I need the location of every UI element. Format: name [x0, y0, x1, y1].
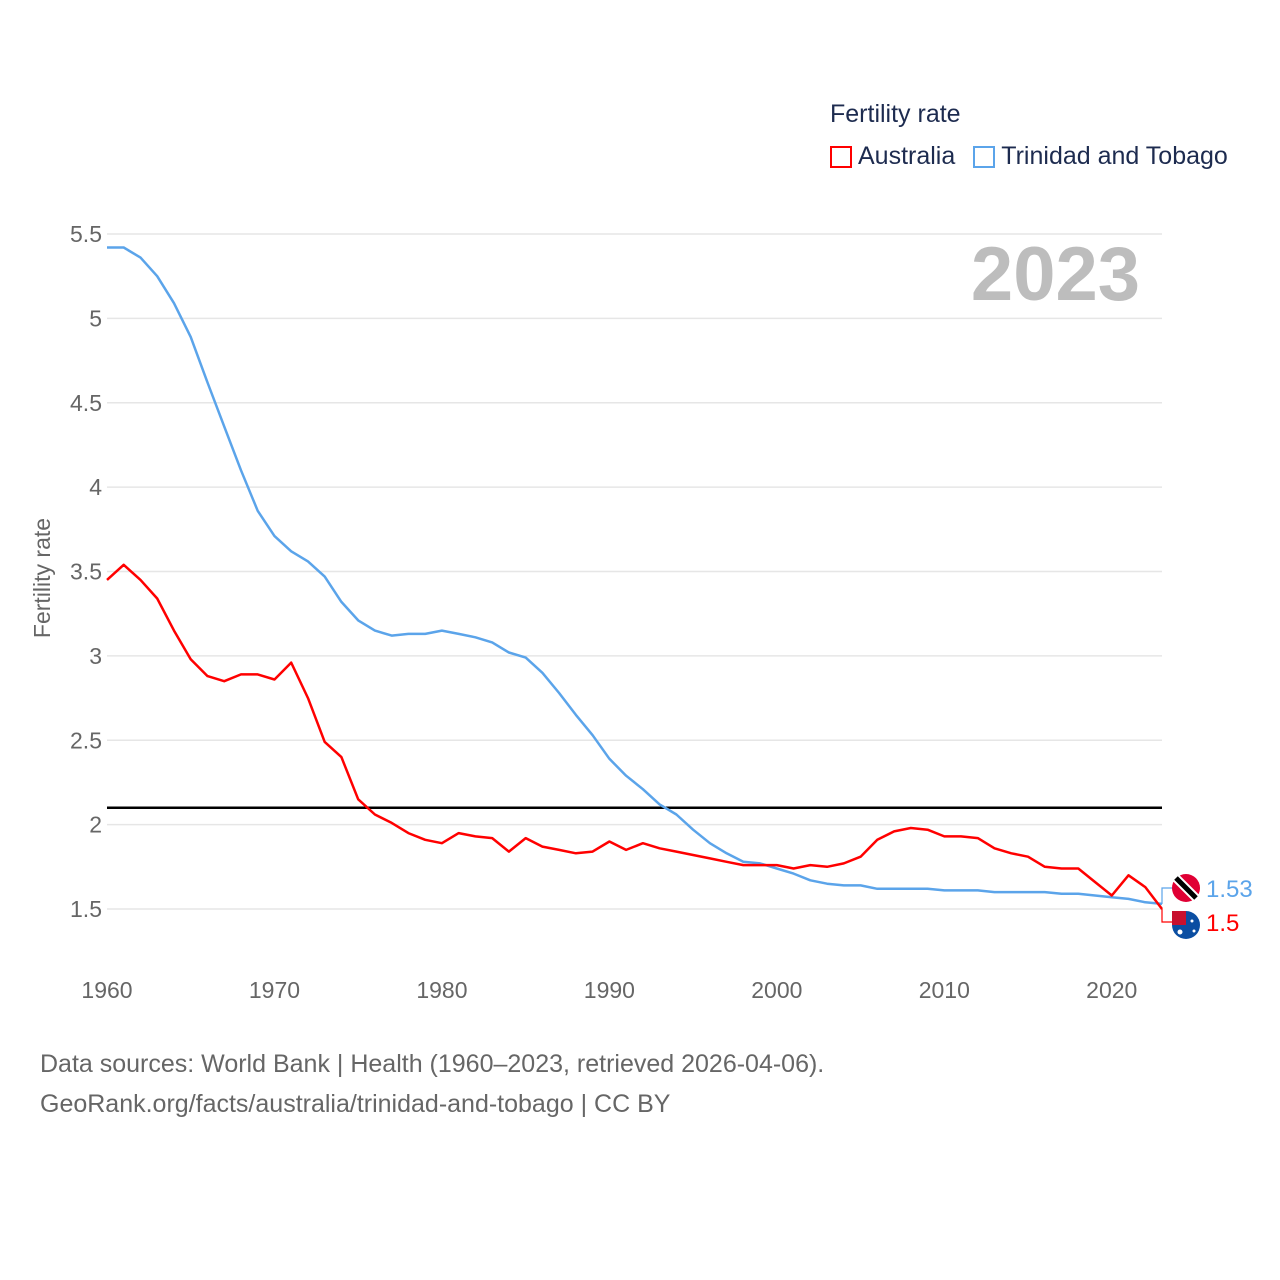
y-tick-label: 3.5: [70, 559, 102, 585]
australia-flag-icon: [1172, 911, 1200, 939]
y-tick-label: 4.5: [70, 390, 102, 416]
y-tick-label: 2.5: [70, 727, 102, 753]
end-connector: [1161, 909, 1172, 923]
flag-star: [1177, 929, 1183, 935]
year-label: 2023: [971, 232, 1140, 317]
series-line-trinidad-and-tobago: [107, 246, 1163, 906]
end-value-label: 1.5: [1206, 910, 1239, 937]
legend: Australia Trinidad and Tobago: [830, 142, 1246, 171]
flag-union: [1172, 911, 1186, 925]
legend-title: Fertility rate: [830, 100, 961, 128]
legend-swatch-trinidad: [973, 145, 996, 168]
y-tick-label: 5: [89, 305, 102, 331]
legend-swatch-australia: [830, 145, 852, 168]
data-source: Data sources: World Bank | Health (1960–…: [40, 1050, 825, 1078]
legend-item-australia[interactable]: Australia: [830, 142, 955, 171]
x-tick-label: 1990: [584, 977, 635, 1003]
x-tick-label: 1980: [416, 977, 467, 1003]
legend-item-trinidad[interactable]: Trinidad and Tobago: [973, 142, 1228, 171]
flag-star: [1192, 929, 1196, 933]
legend-label: Australia: [858, 142, 956, 170]
source-link[interactable]: GeoRank.org/facts/australia/trinidad-and…: [40, 1090, 671, 1118]
legend-label: Trinidad and Tobago: [1001, 142, 1228, 170]
footer: Data sources: World Bank | Health (1960–…: [40, 1044, 824, 1124]
trinidad-flag-icon: [1172, 874, 1200, 902]
x-tick-label: 1960: [81, 977, 132, 1003]
end-value-label: 1.53: [1206, 876, 1253, 903]
flag-stripe: [1174, 876, 1198, 900]
flag-star: [1190, 919, 1194, 923]
series-line-australia: [106, 563, 1163, 910]
y-tick-label: 5.5: [70, 221, 102, 247]
x-tick-label: 2010: [919, 977, 970, 1003]
y-tick-label: 3: [89, 643, 102, 669]
y-tick-label: 2: [89, 812, 102, 838]
x-tick-label: 2000: [751, 977, 802, 1003]
y-axis-label: Fertility rate: [29, 518, 55, 638]
end-connector: [1161, 887, 1172, 904]
x-tick-label: 2020: [1086, 977, 1137, 1003]
x-tick-label: 1970: [249, 977, 300, 1003]
y-tick-label: 1.5: [70, 896, 102, 922]
y-tick-label: 4: [89, 474, 102, 500]
